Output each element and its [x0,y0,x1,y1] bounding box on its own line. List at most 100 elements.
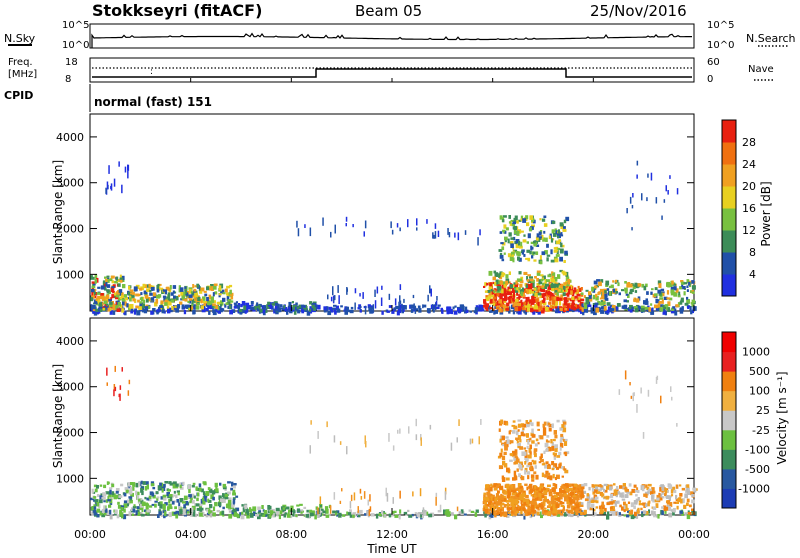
power-cell [417,305,421,309]
power-cell [576,297,580,301]
power-cell [550,259,555,263]
velocity-cell [514,489,517,493]
power-cell [294,304,297,307]
station-title: Stokkseyri (fitACF) [92,1,262,20]
velocity-cell [661,506,664,509]
velocity-cell [159,482,162,488]
velocity-cell [552,452,555,456]
velocity-cell [512,505,516,510]
velocity-cell [341,488,343,492]
velocity-cell [159,504,163,509]
power-cell [549,296,552,302]
power-cell [166,296,171,301]
velocity-cell [598,489,602,492]
velocity-cell [338,512,342,518]
velocity-cell [126,489,131,492]
velocity-cell [118,495,123,498]
velocity-cell [175,483,179,487]
power-cell [93,288,97,292]
power-cell [251,304,254,307]
xtick-label: 00:00 [74,528,106,541]
velocity-cell [91,488,94,494]
velocity-cell [553,454,556,458]
power-cell [208,311,211,315]
velocity-cell [676,423,678,427]
power-cell [93,291,96,295]
velocity-cell [209,505,213,509]
velocity-cell [484,512,487,518]
power-cell [594,305,598,308]
velocity-cell [632,392,634,402]
power-cell [110,183,113,191]
velocity-cell [282,504,287,508]
velocity-cell [190,497,193,502]
power-cell [493,270,497,274]
velocity-cell [139,505,144,511]
power-cell [648,307,652,312]
velocity-cell [536,421,540,427]
velocity-cell [538,497,541,501]
velocity-cell [168,506,173,510]
velocity-cell [532,509,537,514]
ytick-label: 4000 [56,335,84,348]
velocity-cell [258,510,262,513]
velocity-cell [560,495,563,500]
nsky-tick-top-right: 10^5 [707,20,734,31]
velocity-cell [137,511,141,516]
power-cell [593,310,597,316]
power-cell [437,304,441,307]
velocity-cell [412,491,414,497]
velocity-cell [534,443,538,447]
power-cell [668,297,673,301]
velocity-cell [529,466,533,471]
velocity-cell [198,483,202,488]
velocity-cell [547,472,551,476]
xtick-label: 16:00 [477,528,509,541]
velocity-cell [681,487,686,491]
velocity-cell [690,491,694,496]
power-cell [563,282,567,288]
velocity-cell [511,424,516,427]
velocity-cell [558,463,561,469]
power-cell [381,285,383,290]
power-cell [600,300,603,303]
velocity-cell [516,468,519,472]
power-cell [473,310,478,314]
velocity-cell [568,498,572,503]
power-cell [492,276,496,281]
velocity-cell [686,487,689,492]
power-cell [364,220,367,229]
power-cell [372,304,375,313]
velocity-cell [622,492,625,496]
velocity-cell [521,488,524,493]
velocity-cell [625,507,629,511]
power-cell [567,290,572,295]
velocity-cell [571,483,575,487]
velocity-cell [534,465,537,469]
velocity-cell [524,483,528,486]
velocity-cell [250,508,253,512]
power-cell [259,308,263,313]
power-cell [650,310,655,315]
velocity-cell [475,509,479,513]
velocity-cell [276,512,279,517]
power-cell [139,297,143,301]
power-cell [127,170,129,179]
velocity-cell [528,462,533,466]
velocity-cell [408,426,410,434]
power-cell [398,301,400,310]
power-cell [689,290,694,294]
power-cell [503,286,507,290]
velocity-cell [556,492,560,496]
power-cell [410,308,414,313]
power-cell [542,237,546,242]
velocity-cell [98,503,101,509]
power-cell [556,297,559,302]
velocity-cell [454,514,458,520]
power-cell [491,289,495,295]
power-cell [557,229,560,234]
velocity-cell [420,434,422,441]
velocity-cell [567,511,570,517]
power-cell [629,308,633,313]
velocity-cell [621,498,626,501]
